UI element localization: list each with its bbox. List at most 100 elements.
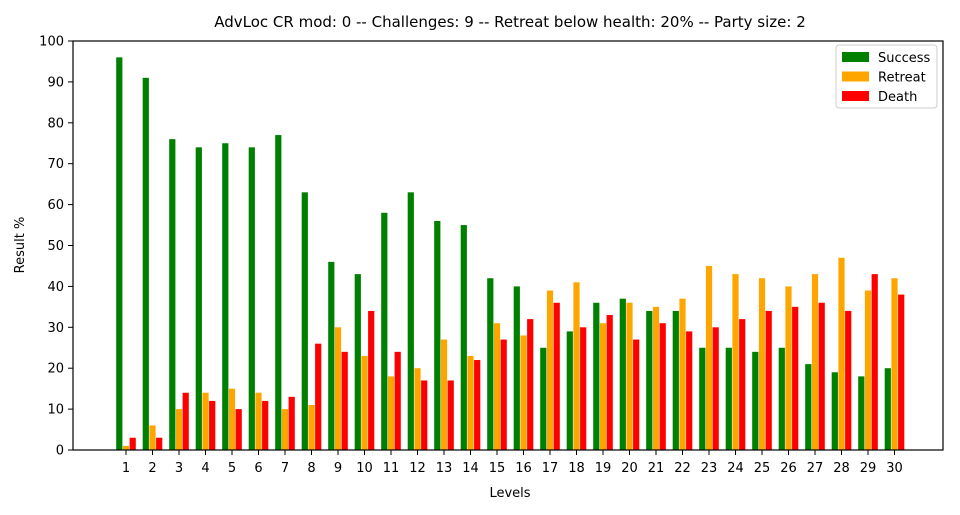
bar-success-9 [328, 261, 335, 450]
x-tick-label: 2 [148, 461, 156, 476]
bar-retreat-20 [626, 302, 633, 450]
legend: Success Retreat Death [835, 44, 938, 109]
bar-success-1 [116, 57, 123, 451]
x-tick-label: 14 [462, 461, 479, 476]
bar-death-1 [129, 437, 136, 450]
x-tick-label: 4 [201, 461, 209, 476]
bar-retreat-29 [864, 290, 872, 450]
bar-retreat-21 [652, 306, 660, 450]
bar-retreat-23 [705, 265, 713, 450]
y-tick-label: 20 [47, 362, 64, 377]
x-tick-label: 24 [727, 461, 744, 476]
bar-death-15 [500, 339, 507, 450]
bar-death-2 [156, 437, 163, 450]
legend-swatch-success [842, 52, 869, 62]
x-axis-label: Levels [489, 486, 530, 501]
bar-retreat-13 [440, 339, 448, 450]
bar-success-20 [619, 298, 626, 450]
bar-retreat-24 [732, 274, 739, 450]
bar-death-27 [818, 302, 825, 450]
y-tick-label: 30 [47, 321, 64, 336]
bar-death-9 [341, 351, 348, 450]
x-tick-label: 10 [356, 461, 373, 476]
y-axis-ticks: 0 10 20 30 40 50 60 70 80 90 100 [39, 35, 73, 459]
bar-death-26 [792, 306, 799, 450]
bar-retreat-30 [891, 278, 898, 450]
bar-success-27 [805, 364, 812, 450]
x-tick-label: 20 [621, 461, 638, 476]
bar-retreat-9 [334, 327, 342, 450]
bar-retreat-19 [599, 323, 607, 450]
bar-retreat-18 [573, 282, 580, 450]
x-tick-label: 29 [860, 461, 877, 476]
bar-success-29 [858, 376, 865, 450]
bar-retreat-16 [520, 335, 527, 450]
bar-retreat-3 [175, 409, 183, 450]
bar-death-22 [686, 331, 693, 450]
x-tick-label: 23 [701, 461, 718, 476]
x-tick-label: 16 [515, 461, 532, 476]
bar-success-28 [831, 372, 838, 450]
bar-death-3 [182, 392, 189, 450]
bar-success-11 [381, 212, 388, 450]
bar-success-21 [646, 310, 653, 450]
x-tick-label: 28 [833, 461, 850, 476]
bar-success-18 [566, 331, 573, 450]
bar-death-11 [394, 351, 401, 450]
bar-death-19 [606, 315, 613, 450]
x-tick-label: 8 [307, 461, 315, 476]
bar-death-20 [633, 339, 640, 450]
x-tick-label: 15 [489, 461, 506, 476]
bar-retreat-26 [785, 286, 792, 450]
bar-retreat-14 [467, 355, 474, 450]
legend-label-death: Death [878, 90, 917, 105]
chart-title: AdvLoc CR mod: 0 -- Challenges: 9 -- Ret… [214, 13, 806, 31]
bar-success-17 [540, 347, 547, 450]
y-tick-label: 0 [56, 444, 64, 459]
bar-success-2 [142, 77, 149, 450]
bars [116, 57, 905, 451]
bar-success-12 [407, 192, 414, 450]
bar-death-17 [553, 302, 560, 450]
bar-retreat-10 [361, 355, 368, 450]
bar-retreat-7 [281, 409, 289, 450]
bar-death-6 [262, 400, 269, 450]
bar-success-3 [169, 139, 176, 450]
bar-success-15 [487, 278, 494, 450]
bar-success-23 [699, 347, 706, 450]
bar-success-5 [222, 143, 229, 450]
x-tick-label: 18 [568, 461, 585, 476]
x-axis-ticks: 1 2 3 4 5 6 7 8 9 10 11 12 13 14 15 16 17 18 19 20 21 22 23 24 2… [122, 450, 903, 476]
bar-death-23 [712, 327, 719, 450]
y-tick-label: 90 [47, 75, 64, 90]
x-tick-label: 11 [383, 461, 400, 476]
bar-success-22 [672, 310, 679, 450]
bar-death-24 [739, 319, 746, 450]
bar-retreat-1 [122, 445, 130, 450]
x-tick-label: 3 [175, 461, 183, 476]
bar-retreat-6 [255, 392, 262, 450]
bar-retreat-22 [679, 298, 686, 450]
x-tick-label: 30 [886, 461, 903, 476]
x-tick-label: 26 [780, 461, 797, 476]
bar-retreat-4 [202, 392, 209, 450]
bar-success-25 [752, 351, 759, 450]
bar-success-19 [593, 302, 600, 450]
bar-success-6 [248, 147, 255, 450]
x-tick-label: 9 [334, 461, 342, 476]
bar-death-30 [898, 294, 905, 450]
bar-retreat-27 [811, 274, 819, 450]
legend-swatch-retreat [842, 71, 869, 82]
bar-success-13 [434, 220, 441, 450]
x-tick-label: 7 [281, 461, 289, 476]
y-tick-label: 10 [47, 403, 64, 418]
x-tick-label: 22 [674, 461, 691, 476]
x-tick-label: 17 [542, 461, 559, 476]
x-tick-label: 25 [754, 461, 771, 476]
bar-retreat-15 [493, 323, 501, 450]
x-tick-label: 12 [409, 461, 426, 476]
y-axis-label: Result % [13, 217, 28, 274]
bar-retreat-12 [414, 368, 421, 450]
bar-death-4 [209, 400, 216, 450]
